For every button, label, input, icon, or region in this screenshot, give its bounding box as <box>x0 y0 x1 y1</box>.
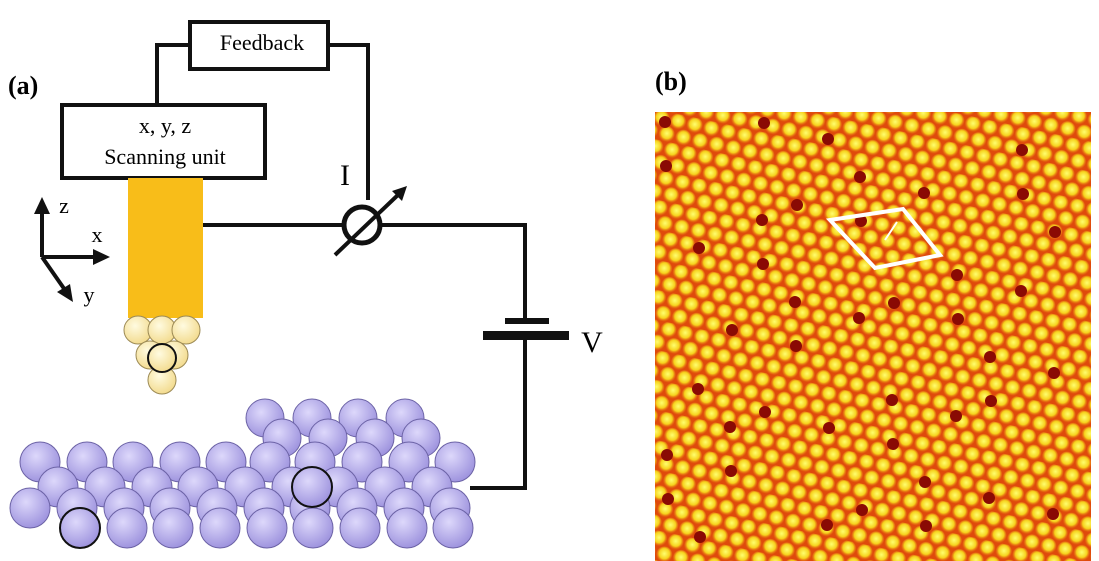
figure: (a) (b) Feedback x, y, z Scanning unit I… <box>0 0 1099 561</box>
atom <box>789 296 801 308</box>
atom <box>759 406 771 418</box>
atom <box>725 465 737 477</box>
surface-atoms <box>10 399 475 548</box>
atom <box>758 117 770 129</box>
atom <box>726 324 738 336</box>
atom <box>659 116 671 128</box>
atom <box>952 313 964 325</box>
feedback-label: Feedback <box>220 30 304 55</box>
atom <box>172 316 200 344</box>
battery <box>483 318 569 340</box>
axes-icon <box>34 197 110 302</box>
atom <box>887 438 899 450</box>
atom <box>148 344 176 372</box>
atom <box>340 508 380 548</box>
atom <box>919 476 931 488</box>
atom <box>821 519 833 531</box>
tip-atoms <box>124 316 200 394</box>
atom <box>1049 226 1061 238</box>
atom <box>983 492 995 504</box>
atom <box>791 199 803 211</box>
panel-label: (b) <box>655 67 687 96</box>
atom <box>247 508 287 548</box>
atom <box>822 133 834 145</box>
atom <box>1015 285 1027 297</box>
atom <box>292 467 332 507</box>
atom <box>387 508 427 548</box>
axis-label: z <box>59 193 69 218</box>
stm-image <box>640 100 1099 561</box>
voltage-label: V <box>581 326 603 359</box>
scanning-label: x, y, z <box>139 113 192 138</box>
atom <box>886 394 898 406</box>
atom <box>293 508 333 548</box>
atom <box>107 508 147 548</box>
atom <box>662 493 674 505</box>
atom <box>10 488 50 528</box>
atom <box>1016 144 1028 156</box>
axis-label: x <box>92 222 103 247</box>
current-label: I <box>340 159 350 192</box>
atom <box>60 508 100 548</box>
atom <box>660 160 672 172</box>
ammeter <box>335 186 407 255</box>
atom <box>853 312 865 324</box>
atom <box>823 422 835 434</box>
atom <box>984 351 996 363</box>
atom <box>790 340 802 352</box>
atom <box>757 258 769 270</box>
atom <box>724 421 736 433</box>
atom <box>888 297 900 309</box>
atom <box>920 520 932 532</box>
scanning-label: Scanning unit <box>104 144 226 169</box>
axis-label: y <box>84 282 95 307</box>
atom <box>1017 188 1029 200</box>
atom <box>951 269 963 281</box>
atom <box>153 508 193 548</box>
atom <box>856 504 868 516</box>
atom <box>985 395 997 407</box>
atom <box>200 508 240 548</box>
atom <box>692 383 704 395</box>
atom <box>661 449 673 461</box>
atom <box>950 410 962 422</box>
panel-label: (a) <box>8 71 38 100</box>
atom <box>694 531 706 543</box>
atom <box>854 171 866 183</box>
tip-holder <box>128 178 203 318</box>
atom <box>1048 367 1060 379</box>
atom <box>693 242 705 254</box>
atom <box>1047 508 1059 520</box>
atom <box>433 508 473 548</box>
atom <box>918 187 930 199</box>
atom <box>756 214 768 226</box>
